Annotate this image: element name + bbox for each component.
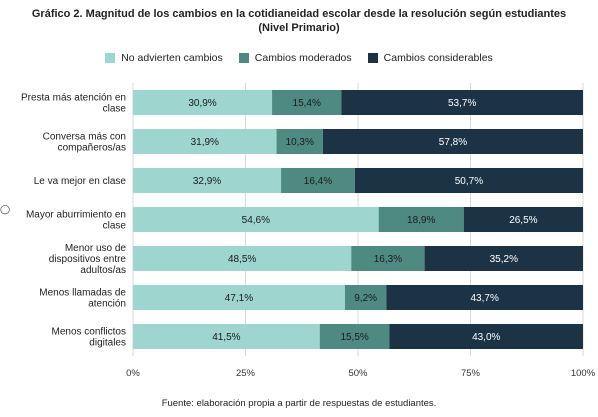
category-label-line: Menor uso de — [65, 243, 127, 254]
x-tick-label: 75% — [461, 368, 481, 379]
left-edge-mark: ◯ — [0, 204, 11, 214]
data-label: 48,5% — [228, 254, 256, 265]
data-label: 43,0% — [472, 332, 500, 343]
category-label-line: atención — [88, 299, 126, 310]
category-label-line: Menos conflictos — [52, 327, 126, 338]
legend-label-moderados: Cambios moderados — [254, 52, 352, 64]
bar-segment — [281, 168, 355, 193]
data-label: 10,3% — [286, 137, 314, 148]
data-label: 54,6% — [242, 215, 270, 226]
legend-label-no-advierten: No advierten cambios — [121, 52, 223, 64]
bar-segment — [133, 285, 345, 310]
legend: No advierten cambios Cambios moderados C… — [0, 52, 598, 64]
bar-segment — [322, 129, 583, 154]
data-label: 41,5% — [212, 332, 240, 343]
category-label-line: clase — [103, 104, 127, 115]
category-label: Conversa más con compañeros/as — [43, 132, 126, 154]
data-label: 57,8% — [439, 137, 467, 148]
bar-segment — [389, 324, 583, 349]
data-label: 18,9% — [407, 215, 435, 226]
data-label: 26,5% — [509, 215, 537, 226]
legend-item-considerables: Cambios considerables — [367, 52, 493, 64]
data-label: 15,5% — [340, 332, 368, 343]
bar-segment — [344, 285, 387, 310]
bar-segment — [272, 90, 342, 115]
category-label: Menos conflictos digitales — [52, 327, 126, 349]
legend-swatch-no-advierten — [105, 53, 116, 63]
category-label-line: digitales — [89, 338, 126, 349]
category-label-line: clase — [103, 221, 127, 232]
bar-segment — [319, 324, 390, 349]
data-label: 15,4% — [293, 98, 321, 109]
data-label: 16,3% — [374, 254, 402, 265]
category-label-line: Le va mejor en clase — [34, 176, 127, 187]
data-label: 31,9% — [191, 137, 219, 148]
category-label: Le va mejor en clase — [34, 176, 127, 187]
data-label: 35,2% — [490, 254, 518, 265]
legend-swatch-considerables — [367, 53, 378, 63]
data-label: 47,1% — [225, 293, 253, 304]
category-label-line: adultos/as — [80, 265, 126, 276]
bar-segment — [341, 90, 583, 115]
bar-segment — [133, 168, 282, 193]
source-note: Fuente: elaboración propia a partir de r… — [161, 398, 437, 409]
category-label: Menor uso de dispositivos entre adultos/as — [49, 243, 127, 276]
bar-segment — [133, 90, 273, 115]
category-label-line: Mayor aburrimiento en — [26, 210, 126, 221]
category-label-line: Conversa más con — [43, 132, 126, 143]
legend-item-moderados: Cambios moderados — [238, 52, 352, 64]
data-label: 50,7% — [455, 176, 483, 187]
data-label: 53,7% — [448, 98, 476, 109]
data-label: 43,7% — [470, 293, 498, 304]
x-tick-label: 25% — [236, 368, 256, 379]
category-label: Presta más atención en clase — [21, 93, 126, 115]
legend-swatch-moderados — [238, 53, 249, 63]
category-label-line: Menos llamadas de — [39, 288, 126, 299]
bar-segment — [424, 246, 583, 271]
bar-segment — [386, 285, 583, 310]
bar-segment — [133, 129, 277, 154]
bar-segment — [276, 129, 323, 154]
x-tick-label: 0% — [126, 368, 140, 379]
data-label: 9,2% — [354, 293, 377, 304]
data-label: 32,9% — [193, 176, 221, 187]
data-label: 16,4% — [304, 176, 332, 187]
category-label-line: compañeros/as — [58, 143, 126, 154]
legend-label-considerables: Cambios considerables — [383, 52, 493, 64]
bar-segment — [351, 246, 425, 271]
bar-segment — [133, 207, 379, 232]
category-label: Menos llamadas de atención — [39, 288, 126, 310]
bar-segment — [133, 246, 352, 271]
category-label: Mayor aburrimiento en clase — [26, 210, 126, 232]
x-tick-label: 50% — [348, 368, 368, 379]
category-label-line: dispositivos entre — [49, 254, 127, 265]
x-tick-label: 100% — [571, 368, 596, 379]
chart-subtitle: (Nivel Primario) — [258, 22, 340, 34]
bar-segment — [133, 324, 320, 349]
legend-item-no-advierten: No advierten cambios — [105, 52, 223, 64]
data-label: 30,9% — [188, 98, 216, 109]
chart-title: Gráfico 2. Magnitud de los cambios en la… — [31, 8, 567, 20]
category-label-line: Presta más atención en — [21, 93, 126, 104]
bar-segment — [354, 168, 583, 193]
bar-segment — [463, 207, 583, 232]
bar-segment — [378, 207, 464, 232]
